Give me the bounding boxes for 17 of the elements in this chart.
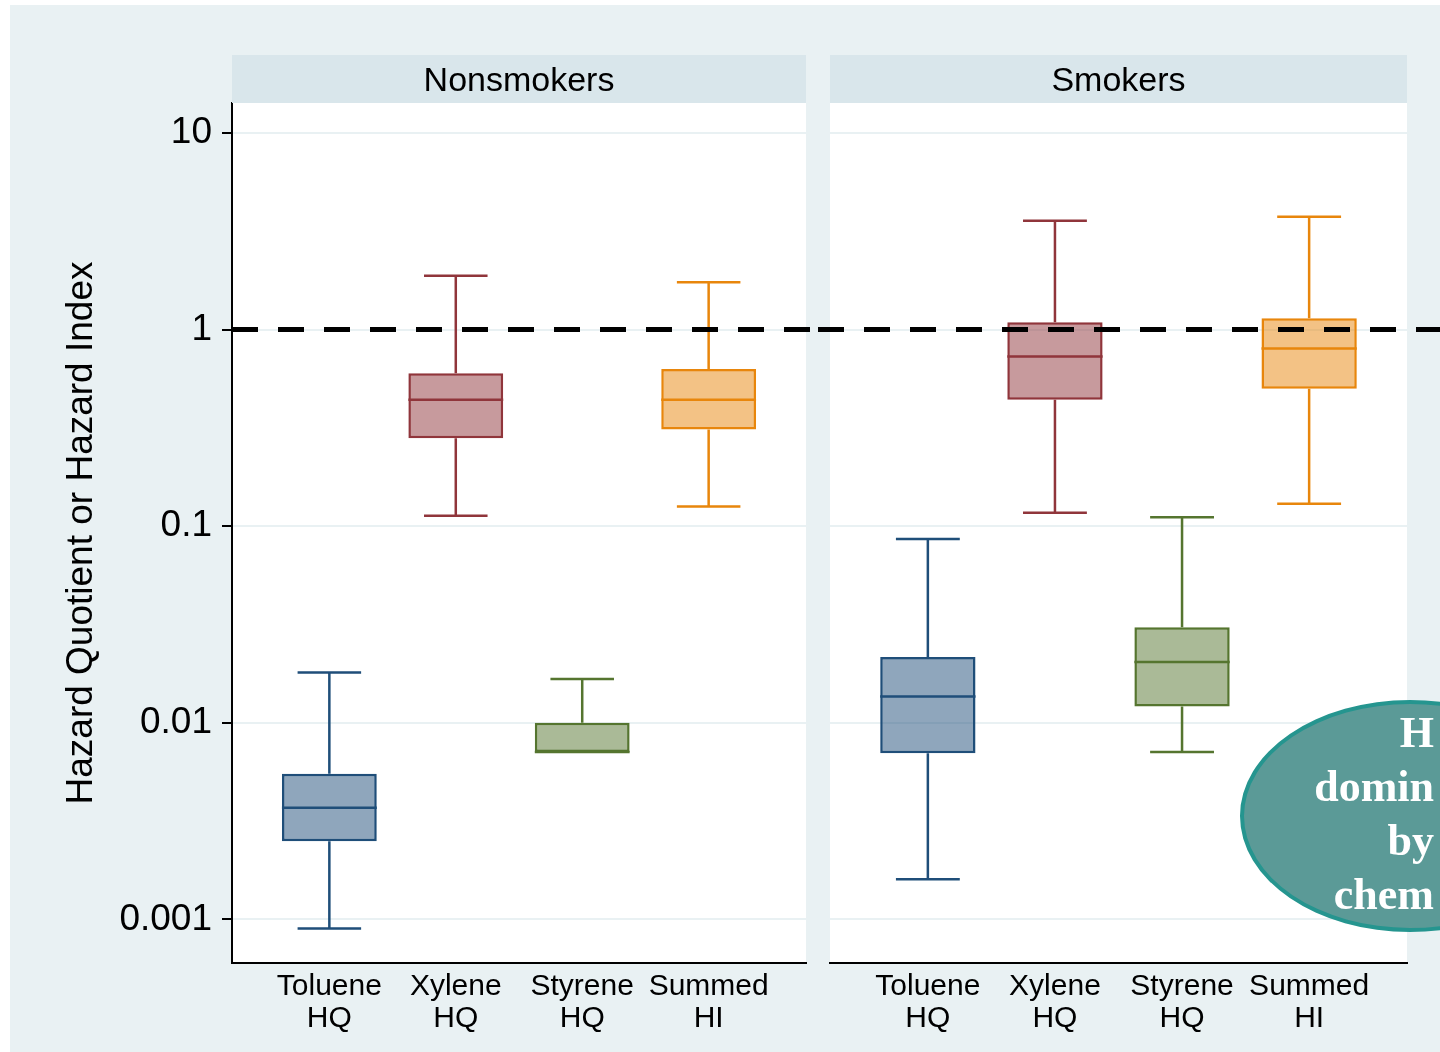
y-tick-label: 0.01 — [139, 699, 212, 741]
y-tick-label: 0.001 — [119, 896, 212, 938]
annotation: H domin by chem — [1313, 707, 1434, 921]
x-tick-label: Styrene HQ — [530, 968, 634, 1033]
y-axis-title: Hazard Quotient or Hazard Index — [59, 261, 101, 805]
x-tick-label: Xylene HQ — [1009, 968, 1101, 1033]
x-tick-label: Toluene HQ — [875, 968, 981, 1033]
x-tick-label: Styrene HQ — [1130, 968, 1234, 1033]
x-tick-label: Summed HI — [648, 968, 769, 1033]
y-tick-label: 10 — [170, 110, 212, 152]
x-tick-label: Toluene HQ — [276, 968, 382, 1033]
y-tick-label: 1 — [191, 306, 212, 348]
chart-title: Smokers — [830, 55, 1407, 103]
x-tick-label: Summed HI — [1249, 968, 1370, 1033]
x-tick-label: Xylene HQ — [409, 968, 502, 1033]
chart-title: Nonsmokers — [232, 55, 806, 103]
y-tick-label: 0.1 — [160, 503, 212, 545]
